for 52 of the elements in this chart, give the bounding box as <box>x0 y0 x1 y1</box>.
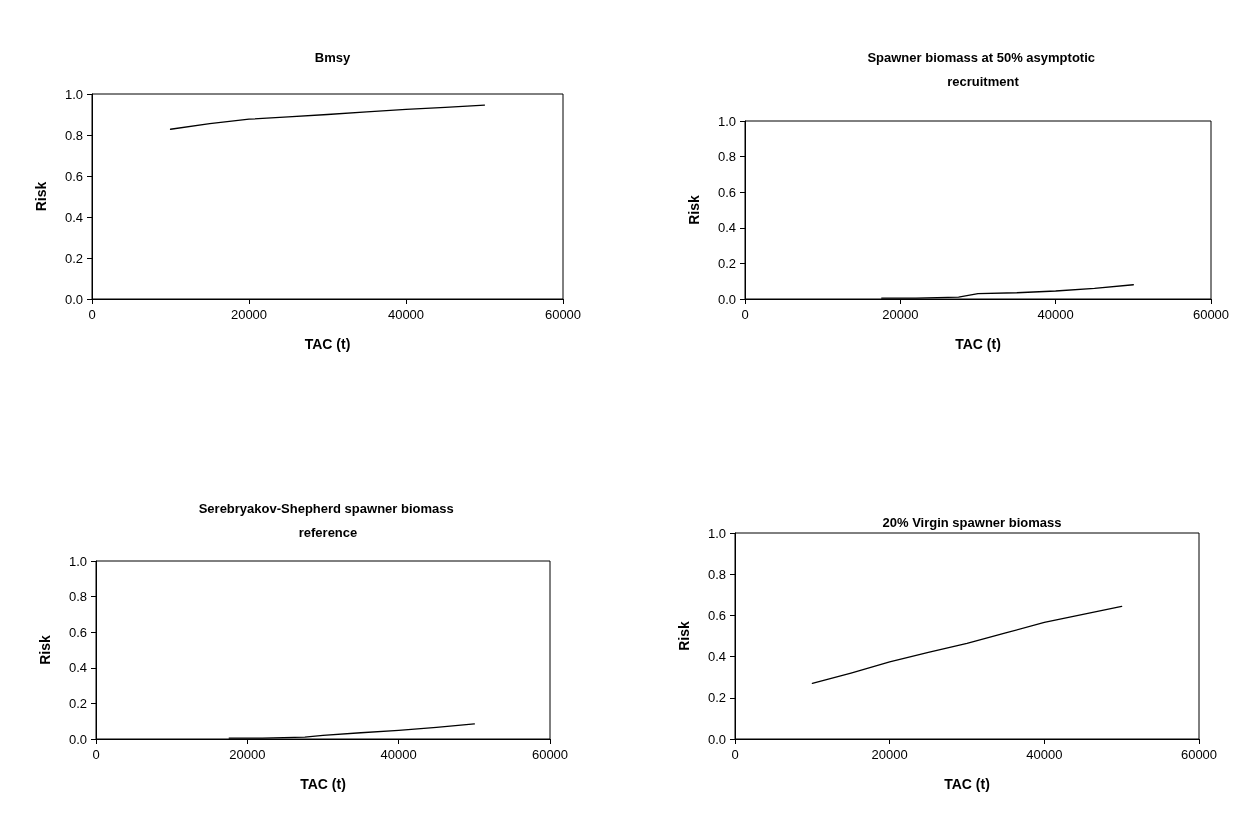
y-tick-label: 0.8 <box>64 127 83 143</box>
y-tick-label: 0.4 <box>717 220 736 236</box>
y-tick-label: 0.0 <box>68 731 87 747</box>
x-tick-label: 0 <box>88 307 96 322</box>
x-axis-title: TAC (t) <box>304 336 351 352</box>
x-tick-label: 60000 <box>531 747 569 762</box>
chart-title: Spawner biomass at 50% asymptotic recruitment <box>867 49 1099 89</box>
y-tick-label: 0.4 <box>68 660 87 676</box>
x-tick-label: 0 <box>741 307 749 322</box>
chart-title: Serebryakov-Shepherd spawner biomass reference <box>198 500 458 540</box>
x-tick-label: 60000 <box>544 307 582 322</box>
x-tick-label: 40000 <box>1037 307 1074 322</box>
y-tick-label: 0.6 <box>707 607 726 623</box>
y-tick-label: 0.2 <box>68 695 87 711</box>
x-tick-label: 20000 <box>230 307 268 322</box>
y-tick-label: 0.0 <box>717 291 736 307</box>
y-tick-label: 0.8 <box>68 589 87 605</box>
x-tick-label: 60000 <box>1180 747 1218 762</box>
chart-title: Bmsy <box>314 49 351 65</box>
y-tick-label: 1.0 <box>64 86 83 102</box>
x-tick-label: 0 <box>92 747 100 762</box>
y-tick-label: 0.2 <box>707 690 726 706</box>
y-tick-label: 0.4 <box>64 209 83 225</box>
y-tick-label: 0.2 <box>64 250 83 266</box>
y-tick-label: 0.0 <box>707 731 726 747</box>
y-tick-label: 1.0 <box>68 553 87 569</box>
y-tick-label: 0.6 <box>717 184 736 200</box>
x-axis-title: TAC (t) <box>944 776 990 792</box>
x-tick-label: 40000 <box>380 747 417 762</box>
y-tick-label: 1.0 <box>707 525 726 541</box>
y-axis-title: Risk <box>33 181 49 212</box>
y-tick-label: 0.6 <box>68 624 87 640</box>
y-tick-label: 0.2 <box>717 255 736 271</box>
y-tick-label: 0.0 <box>64 291 83 307</box>
y-axis-title: Risk <box>37 635 53 665</box>
x-tick-label: 20000 <box>229 747 266 762</box>
chart-title: 20% Virgin spawner biomass <box>882 514 1062 530</box>
y-tick-label: 0.8 <box>707 566 726 582</box>
y-tick-label: 0.8 <box>717 149 736 165</box>
x-axis-title: TAC (t) <box>300 776 346 792</box>
y-tick-label: 1.0 <box>717 113 736 129</box>
x-tick-label: 40000 <box>1026 747 1063 762</box>
x-tick-label: 0 <box>731 747 739 762</box>
y-axis-title: Risk <box>676 621 692 651</box>
x-tick-label: 60000 <box>1192 307 1230 322</box>
y-tick-label: 0.4 <box>707 649 726 665</box>
y-axis-title: Risk <box>686 195 702 225</box>
x-tick-label: 20000 <box>871 747 908 762</box>
y-tick-label: 0.6 <box>64 168 83 184</box>
x-axis-title: TAC (t) <box>955 336 1001 352</box>
x-tick-label: 20000 <box>882 307 919 322</box>
x-tick-label: 40000 <box>387 307 425 322</box>
